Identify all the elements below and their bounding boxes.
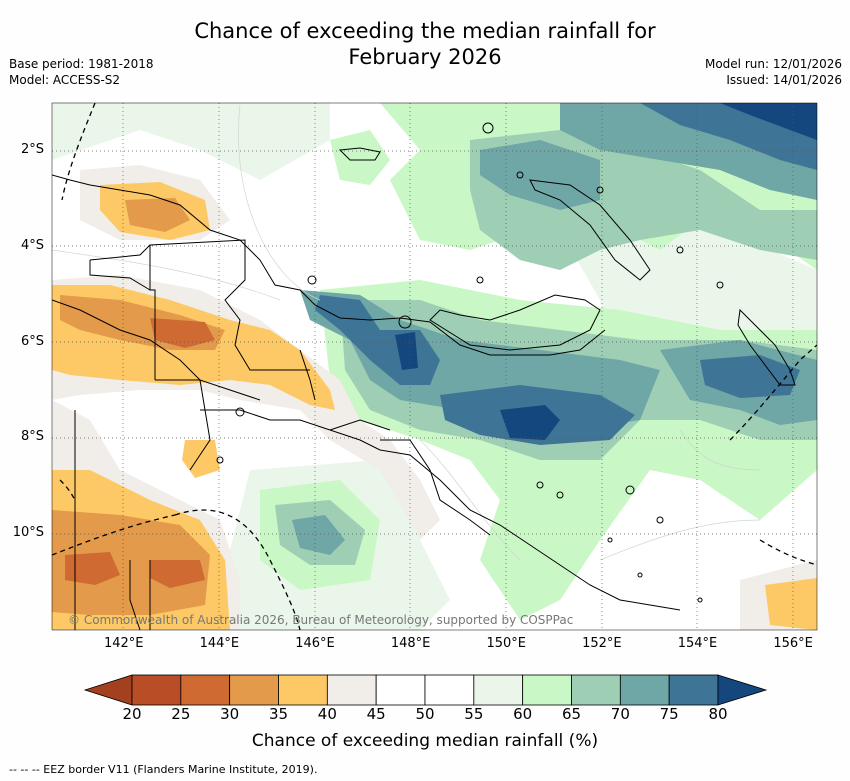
- colorbar-segment: [619, 674, 670, 706]
- colorbar-tick-label: 25: [171, 705, 191, 723]
- colorbar-segment: [180, 674, 231, 706]
- contour-dark-orange: [150, 560, 205, 588]
- colorbar-tick-label: 40: [317, 705, 337, 723]
- lat-tick-label: 4°S: [20, 237, 44, 253]
- colorbar-segment: [522, 674, 572, 706]
- eez-borders: [52, 103, 817, 630]
- colorbar-high-arrow: [717, 674, 768, 706]
- colorbar-segment: [326, 674, 377, 706]
- contour-light-green: [330, 130, 390, 185]
- contour-dark-orange: [150, 318, 215, 348]
- contour-pale-green: [52, 103, 330, 180]
- lon-tick-label: 152°E: [582, 636, 622, 651]
- lat-tick-label: 10°S: [12, 525, 44, 541]
- lon-tick-label: 154°E: [677, 636, 718, 651]
- colorbar-tick-label: 70: [610, 705, 630, 723]
- contour-dark-blue: [395, 332, 418, 370]
- lat-tick-label: 8°S: [20, 429, 44, 445]
- colorbar-tick-label: 65: [561, 705, 582, 723]
- lon-tick-label: 156°E: [773, 636, 813, 651]
- colorbar-tick-label: 50: [415, 705, 435, 723]
- colorbar-segment: [278, 674, 328, 706]
- model-run: Model run: 12/01/2026: [704, 57, 842, 71]
- colorbar-segment: [473, 674, 524, 706]
- lon-tick-label: 146°E: [295, 636, 335, 651]
- colorbar-segment: [571, 674, 621, 706]
- model-name: Model: ACCESS-S2: [9, 73, 121, 87]
- lat-tick-label: 6°S: [20, 333, 44, 349]
- contour-dark-orange: [65, 552, 120, 585]
- colorbar-tick-label: 45: [366, 705, 386, 723]
- colorbar-low-arrow: [83, 674, 133, 706]
- base-period: Base period: 1981-2018: [9, 57, 154, 71]
- map-frame: [51, 102, 818, 631]
- contour-yellow: [765, 578, 817, 630]
- coastlines: [52, 122, 796, 630]
- colorbar-tick-label: 30: [220, 705, 240, 723]
- meta-left: Base period: 1981-2018 Model: ACCESS-S2: [9, 56, 154, 88]
- contour-teal: [292, 515, 345, 555]
- copyright-notice: © Commonwealth of Australia 2026, Bureau…: [68, 613, 574, 627]
- contour-orange: [125, 198, 190, 232]
- colorbar-title: Chance of exceeding median rainfall (%): [251, 731, 599, 751]
- contour-teal: [480, 140, 600, 210]
- colorbar-tick-label: 35: [268, 705, 289, 723]
- colorbar-segment: [375, 674, 426, 706]
- meta-right: Model run: 12/01/2026 Issued: 14/01/2026: [705, 56, 842, 88]
- colorbar-segment: [131, 674, 182, 706]
- contour-orange: [52, 510, 210, 615]
- lon-tick-label: 142°E: [103, 636, 144, 651]
- lon-tick-label: 148°E: [390, 636, 431, 651]
- colorbar-segment: [229, 674, 279, 706]
- colorbar-tick-label: 20: [122, 705, 142, 723]
- contour-blue: [700, 355, 800, 398]
- lon-tick-label: 150°E: [486, 636, 526, 651]
- title-line-1: Chance of exceeding the median rainfall …: [194, 19, 656, 43]
- colorbar-segment: [668, 674, 719, 706]
- colorbar-tick-label: 60: [513, 705, 533, 723]
- colorbar-segment: [424, 674, 475, 706]
- contour-dark-blue: [500, 405, 560, 440]
- colorbar-tick-label: 75: [659, 705, 679, 723]
- map-title: Chance of exceeding the median rainfall …: [0, 18, 850, 70]
- contour-dark-blue: [720, 103, 817, 140]
- title-line-2: February 2026: [348, 45, 502, 69]
- colorbar: [83, 674, 768, 706]
- footer-note: -- -- -- EEZ border V11 (Flanders Marine…: [9, 763, 318, 776]
- lon-tick-label: 144°E: [199, 636, 240, 651]
- colorbar-tick-label: 80: [708, 705, 728, 723]
- colorbar-tick-label: 55: [464, 705, 484, 723]
- issued-date: Issued: 14/01/2026: [726, 73, 842, 87]
- lat-tick-label: 2°S: [20, 141, 44, 157]
